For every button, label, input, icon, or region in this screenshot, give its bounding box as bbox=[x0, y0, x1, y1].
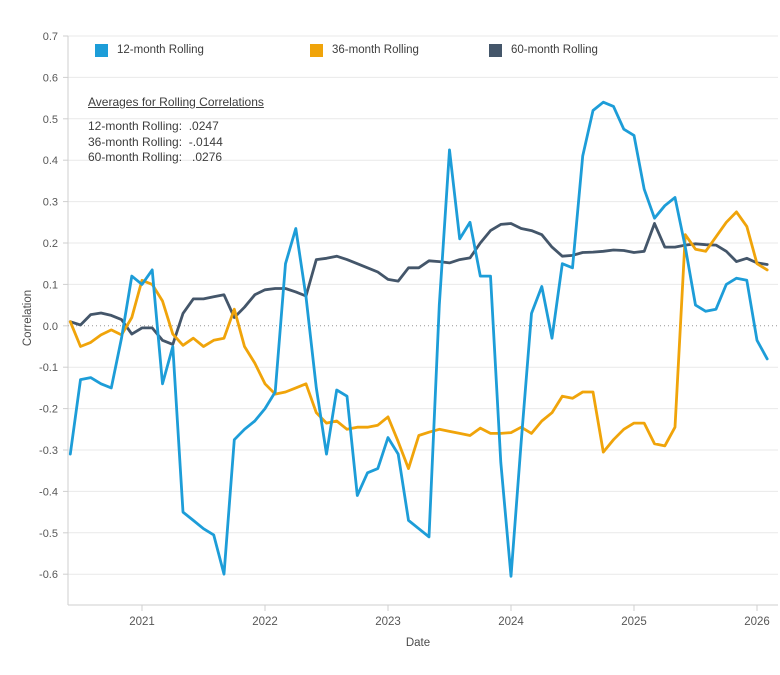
y-tick-label: 0.1 bbox=[43, 279, 58, 291]
y-tick-label: -0.3 bbox=[39, 445, 58, 457]
x-tick-label: 2021 bbox=[129, 616, 155, 628]
legend-swatch-36-month-icon bbox=[310, 43, 323, 57]
y-tick-label: 0.0 bbox=[43, 321, 58, 333]
annotation-line-12-month: 12-month Rolling: .0247 bbox=[88, 119, 219, 133]
annotation-title: Averages for Rolling Correlations bbox=[88, 95, 264, 109]
annotation-line-60-month: 60-month Rolling: .0276 bbox=[88, 150, 223, 164]
legend-item-12-month[interactable]: 12-month Rolling bbox=[95, 43, 204, 57]
x-tick-label: 2022 bbox=[252, 616, 278, 628]
y-tick-label: -0.6 bbox=[39, 569, 58, 581]
legend-swatch-12-month-icon bbox=[95, 43, 108, 57]
y-tick-label: 0.5 bbox=[43, 114, 58, 126]
x-tick-label: 2023 bbox=[375, 616, 401, 628]
y-tick-label: 0.6 bbox=[43, 72, 58, 84]
averages-annotation: Averages for Rolling Correlations 12-mon… bbox=[88, 95, 264, 166]
line-36-month-rolling[interactable] bbox=[68, 210, 769, 471]
legend-label-12-month: 12-month Rolling bbox=[117, 44, 204, 56]
legend-label-36-month: 36-month Rolling bbox=[332, 44, 419, 56]
legend-item-60-month[interactable]: 60-month Rolling bbox=[489, 43, 598, 57]
x-tick-label: 2026 bbox=[744, 616, 770, 628]
legend-item-36-month[interactable]: 36-month Rolling bbox=[310, 43, 419, 57]
x-tick-label: 2025 bbox=[621, 616, 647, 628]
y-tick-label: 0.2 bbox=[43, 238, 58, 250]
y-tick-label: -0.5 bbox=[39, 528, 58, 540]
legend-label-60-month: 60-month Rolling bbox=[511, 44, 598, 56]
y-tick-label: 0.7 bbox=[43, 31, 58, 43]
y-tick-label: -0.2 bbox=[39, 404, 58, 416]
line-12-month-rolling[interactable] bbox=[68, 100, 769, 578]
x-tick-label: 2024 bbox=[498, 616, 524, 628]
y-tick-label: 0.3 bbox=[43, 197, 58, 209]
legend-swatch-60-month-icon bbox=[489, 43, 502, 57]
line-60-month-rolling[interactable] bbox=[68, 222, 769, 346]
x-axis-title: Date bbox=[405, 637, 431, 649]
annotation-line-36-month: 36-month Rolling: -.0144 bbox=[88, 134, 223, 149]
y-tick-label: 0.4 bbox=[43, 155, 58, 167]
y-axis-title: Correlation bbox=[22, 289, 34, 347]
y-tick-label: -0.1 bbox=[39, 362, 58, 374]
y-tick-label: -0.4 bbox=[39, 486, 58, 498]
